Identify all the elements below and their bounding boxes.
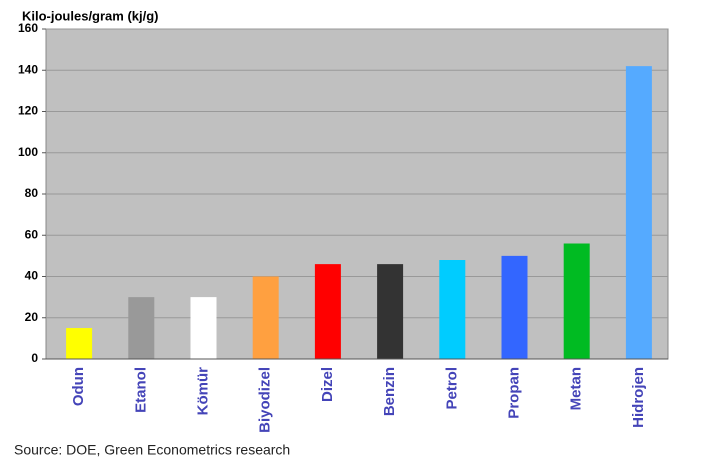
y-tick-label: 120 — [18, 104, 38, 118]
y-tick-label: 140 — [18, 62, 38, 76]
y-tick-label: 100 — [18, 145, 38, 159]
y-tick-label: 80 — [25, 186, 39, 200]
bar — [128, 297, 155, 359]
y-axis-title: Kilo-joules/gram (kj/g) — [22, 8, 159, 23]
y-tick-label: 60 — [25, 227, 39, 241]
x-tick-label: Dizel — [319, 367, 336, 402]
bar — [314, 264, 341, 359]
x-tick-label: Benzin — [381, 367, 398, 416]
y-tick-label: 20 — [25, 310, 39, 324]
source-note: Source: DOE, Green Econometrics research — [14, 442, 290, 458]
y-tick-label: 40 — [25, 269, 39, 283]
x-tick-label: Hidrojen — [630, 367, 647, 428]
y-tick-label: 160 — [18, 21, 38, 35]
bar — [190, 297, 217, 359]
bar — [66, 328, 93, 359]
x-tick-label: Etanol — [132, 367, 149, 413]
x-tick-label: Kömür — [194, 367, 211, 415]
x-tick-label: Odun — [70, 367, 87, 406]
bar — [377, 264, 404, 359]
x-tick-label: Biyodizel — [257, 367, 274, 433]
x-tick-label: Metan — [568, 367, 585, 410]
x-tick-label: Propan — [505, 367, 522, 419]
x-tick-label: Petrol — [443, 367, 460, 410]
bar — [252, 276, 279, 359]
bar — [439, 260, 466, 359]
bar — [625, 66, 652, 359]
bar — [501, 255, 528, 359]
bar — [563, 243, 590, 359]
y-tick-label: 0 — [31, 351, 38, 365]
